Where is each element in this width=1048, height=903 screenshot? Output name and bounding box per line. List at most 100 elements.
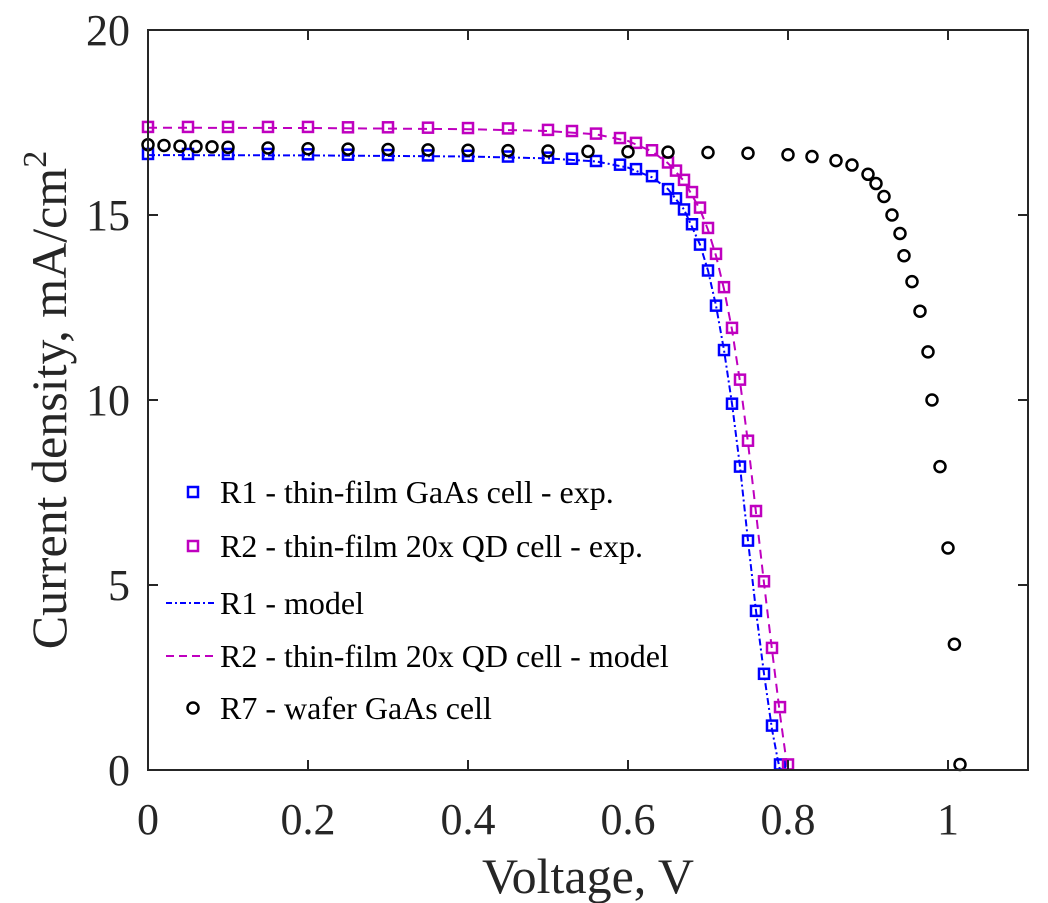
data-point — [829, 153, 843, 168]
data-point — [565, 152, 579, 166]
data-point — [885, 208, 899, 222]
x-tick-label: 0.8 — [761, 795, 816, 844]
data-point — [541, 144, 555, 158]
legend-entry-r7: R7 - wafer GaAs cell — [186, 690, 492, 726]
legend-label-r2-exp: R2 - thin-film 20x QD cell - exp. — [220, 528, 643, 564]
legend-marker-r2-exp — [186, 539, 200, 553]
series-r2-thin-film-20x-qd-cell-model — [147, 126, 789, 771]
data-point — [733, 373, 747, 386]
data-point — [701, 264, 715, 277]
data-point — [773, 700, 787, 714]
data-point — [501, 143, 515, 158]
series-layer — [141, 120, 967, 772]
y-tick-label: 20 — [86, 6, 130, 55]
data-point — [381, 142, 395, 157]
series-line — [147, 126, 789, 771]
data-point — [669, 164, 683, 177]
data-point — [933, 459, 947, 474]
data-point — [421, 121, 435, 134]
x-tick-label: 0 — [137, 795, 159, 844]
data-point — [947, 637, 962, 651]
data-point — [501, 122, 515, 135]
data-point — [669, 192, 683, 205]
data-point — [749, 604, 763, 618]
data-point — [341, 142, 355, 156]
data-point — [869, 176, 883, 191]
data-point — [261, 141, 275, 155]
x-tick-label: 1 — [937, 795, 959, 844]
legend-label-r1-exp: R1 - thin-film GaAs cell - exp. — [220, 474, 614, 510]
data-point — [861, 167, 875, 182]
x-tick-label: 0.2 — [281, 795, 336, 844]
y-axis-label-main: Current density, mA/cm — [21, 168, 77, 650]
y-tick-label: 5 — [108, 561, 130, 610]
data-point — [845, 158, 859, 172]
data-point — [893, 226, 907, 241]
data-point — [565, 124, 579, 138]
data-point — [461, 149, 475, 163]
data-point — [301, 120, 315, 134]
data-point — [581, 144, 595, 159]
series-line — [147, 154, 781, 771]
data-point — [461, 121, 475, 135]
legend-label-r2-model: R2 - thin-film 20x QD cell - model — [220, 638, 669, 674]
data-point — [677, 203, 691, 216]
x-tick-label: 0.6 — [601, 795, 656, 844]
data-point — [925, 393, 939, 407]
data-point — [589, 154, 603, 168]
data-point — [621, 144, 635, 159]
legend-marker-r1-exp — [186, 485, 200, 499]
data-point — [921, 345, 935, 359]
data-point — [677, 173, 691, 187]
legend-entry-r1-exp: R1 - thin-film GaAs cell - exp. — [186, 474, 614, 510]
data-point — [501, 150, 515, 163]
data-point — [221, 120, 235, 134]
data-point — [897, 248, 911, 263]
y-axis-label: Current density, mA/cm2 — [17, 151, 77, 649]
data-point — [725, 397, 739, 410]
data-point — [301, 142, 315, 156]
data-point — [181, 147, 195, 161]
x-tick-label: 0.4 — [441, 795, 496, 844]
data-point — [717, 280, 731, 294]
data-point — [693, 201, 707, 214]
legend-marker-r7 — [186, 701, 200, 715]
y-tick-label: 10 — [86, 376, 130, 425]
data-point — [709, 299, 723, 312]
y-axis-label-superscript: 2 — [17, 151, 54, 168]
y-tick-label: 0 — [108, 746, 130, 795]
data-point — [685, 185, 699, 199]
data-point — [913, 304, 927, 318]
data-point — [741, 146, 755, 160]
data-point — [221, 147, 235, 161]
data-point — [189, 139, 203, 154]
legend-entry-r2-exp: R2 - thin-film 20x QD cell - exp. — [186, 528, 643, 564]
data-point — [661, 182, 675, 196]
data-point — [341, 148, 355, 161]
data-point — [221, 140, 235, 155]
legend-label-r1-model: R1 - model — [220, 585, 364, 621]
data-point — [877, 189, 891, 204]
data-point — [805, 149, 819, 164]
data-point — [461, 143, 475, 157]
data-point — [701, 145, 715, 160]
data-point — [301, 148, 315, 161]
x-axis-label: Voltage, V — [482, 848, 694, 903]
data-point — [781, 147, 795, 162]
data-point — [661, 145, 675, 159]
data-point — [173, 139, 187, 153]
data-point — [381, 121, 395, 134]
data-point — [261, 147, 275, 161]
y-tick-label: 15 — [86, 191, 130, 240]
legend-entry-r1-model: R1 - model — [166, 585, 364, 621]
data-point — [157, 138, 171, 153]
data-point — [341, 121, 355, 134]
series-r1-model — [147, 154, 781, 771]
data-point — [205, 140, 219, 154]
legend: R1 - thin-film GaAs cell - exp. R2 - thi… — [166, 474, 669, 726]
series-r7-wafer-gaas-cell — [141, 137, 967, 772]
